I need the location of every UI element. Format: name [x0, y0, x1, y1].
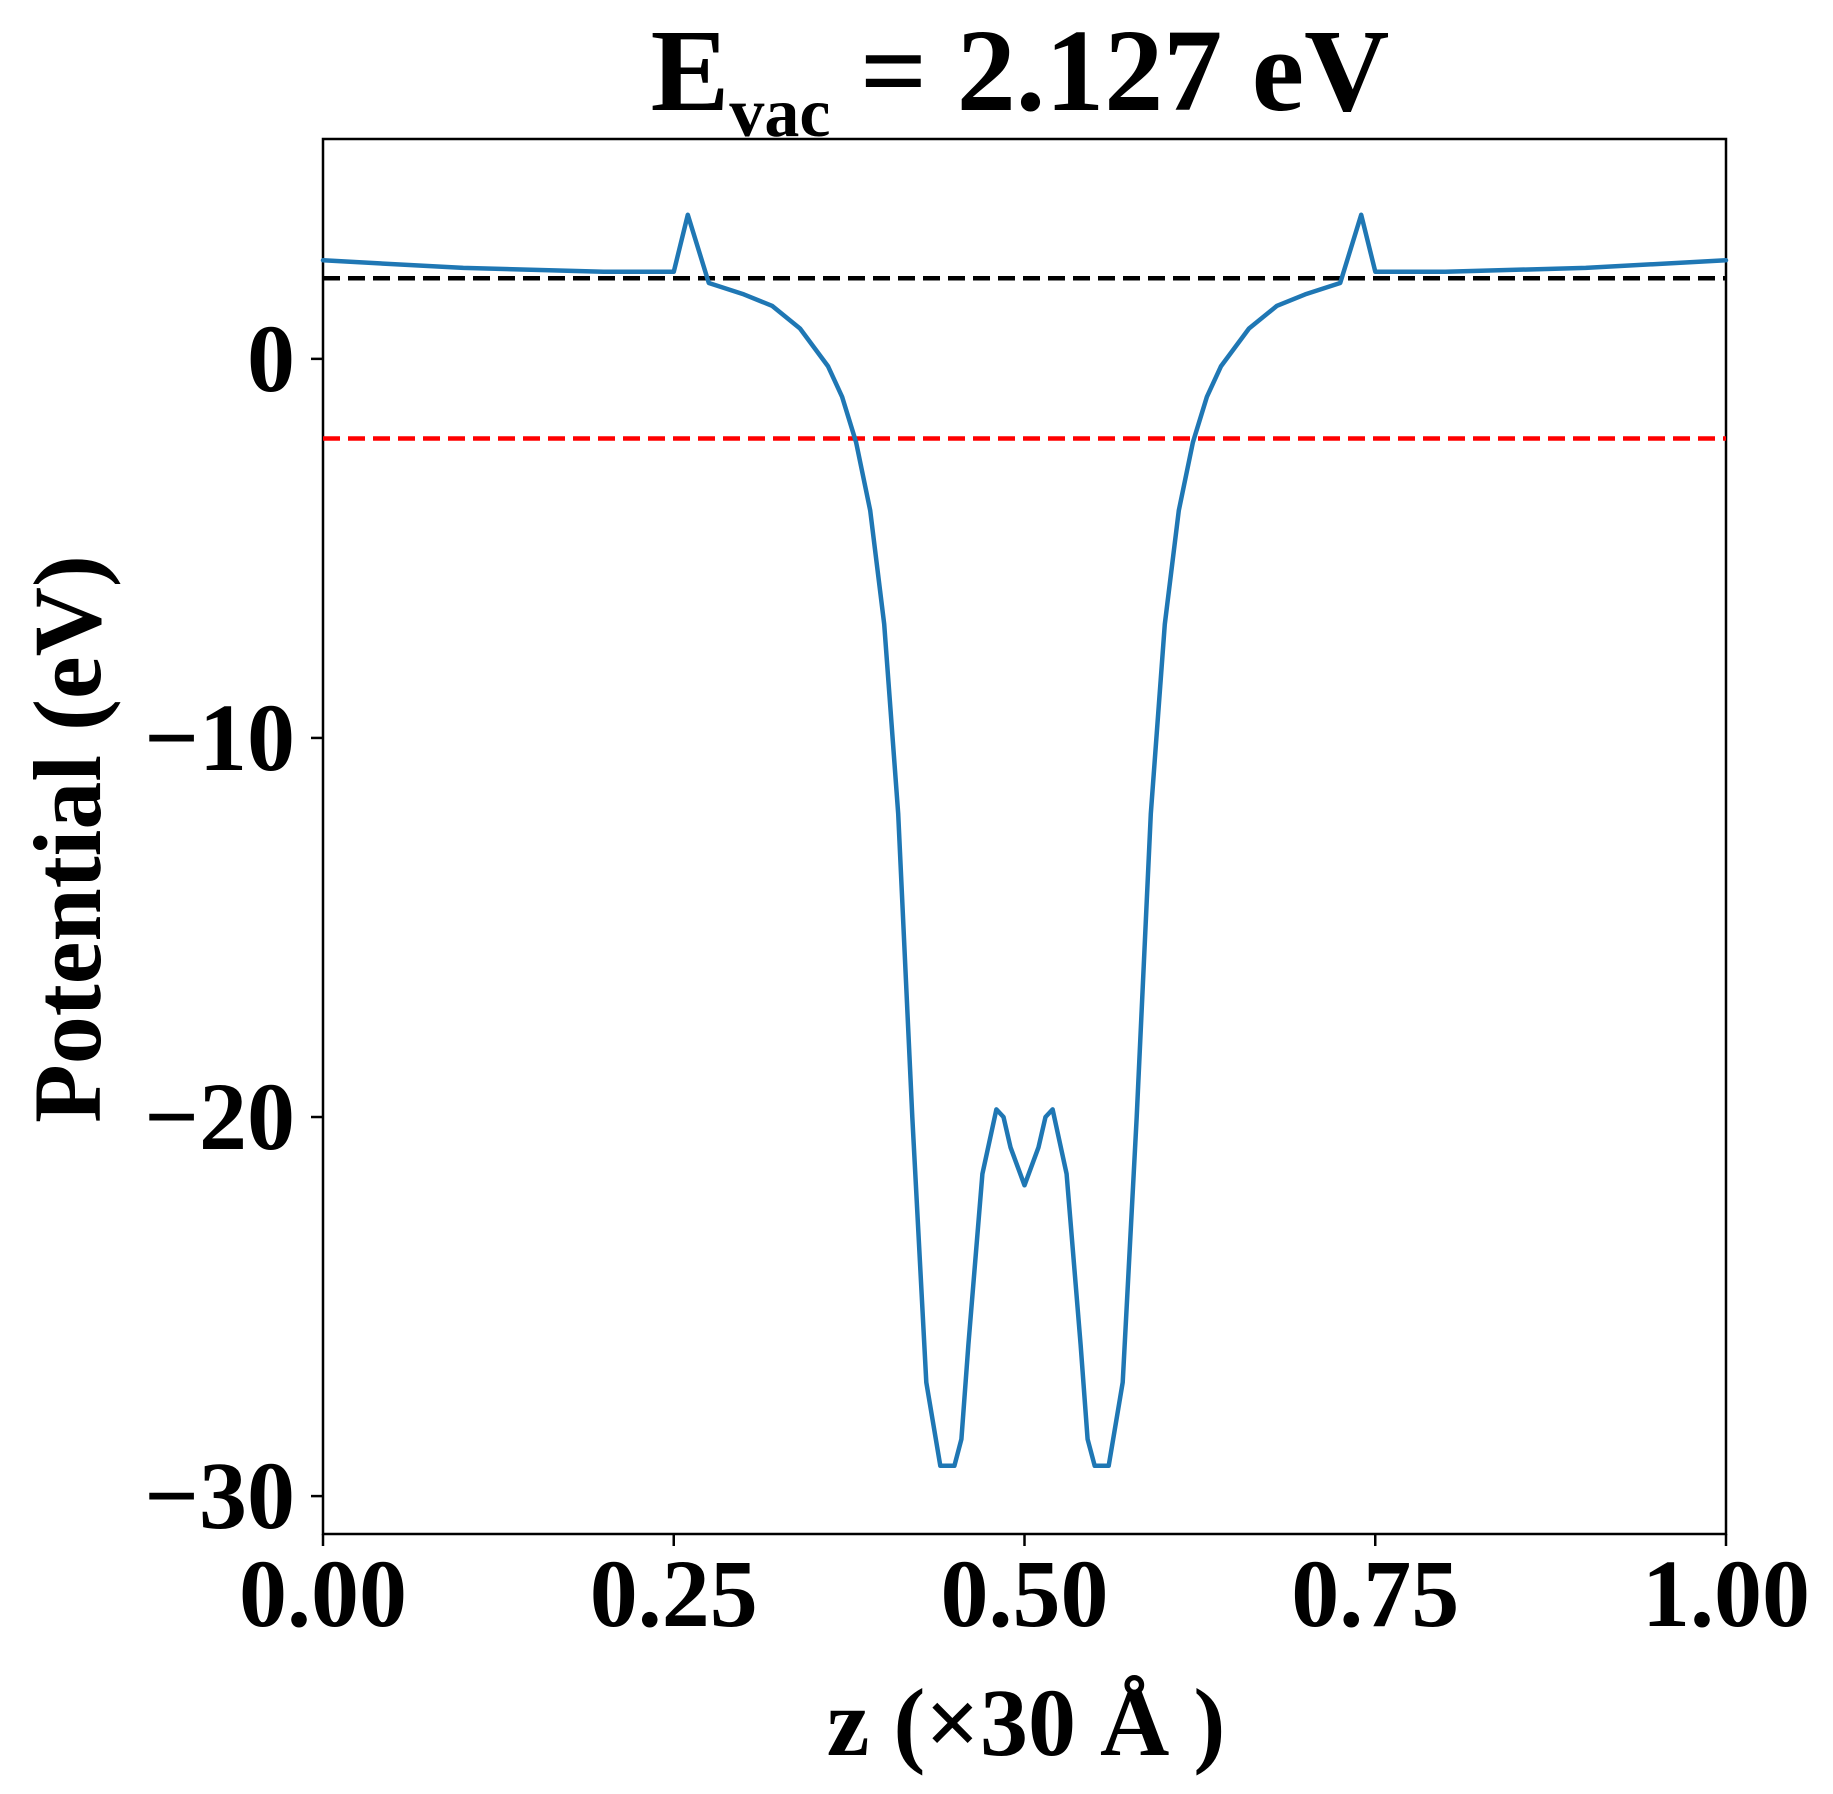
- y-axis-label: Potential (eV): [14, 555, 121, 1123]
- chart-title-main: E: [651, 5, 730, 136]
- chart-title: Evac = 2.127 eV: [651, 5, 1390, 152]
- plot-area: [321, 137, 1728, 1536]
- x-axis-label: z (×30 Å ): [827, 1669, 1226, 1776]
- y-axis-ticks: −30 −20 −10 0: [144, 305, 323, 1549]
- x-tick-label: 1.00: [1642, 1540, 1810, 1647]
- x-tick-label: 0.50: [941, 1540, 1109, 1647]
- x-tick-label: 0.00: [239, 1540, 407, 1647]
- y-tick-label: 0: [247, 305, 295, 412]
- reference-lines: [323, 275, 1726, 441]
- series-line-0: [320, 212, 1729, 1469]
- chart-title-subscript: vac: [729, 75, 830, 152]
- chart-title-rest: = 2.127 eV: [830, 5, 1389, 136]
- x-tick-label: 0.25: [590, 1540, 758, 1647]
- x-axis-ticks: 0.00 0.25 0.50 0.75 1.00: [239, 1534, 1810, 1647]
- y-tick-label: −20: [144, 1063, 295, 1170]
- y-tick-label: −10: [144, 684, 295, 791]
- x-tick-label: 0.75: [1291, 1540, 1459, 1647]
- plot-frame: [321, 137, 1728, 1536]
- y-tick-label: −30: [144, 1442, 295, 1549]
- series-lines: [320, 212, 1729, 1469]
